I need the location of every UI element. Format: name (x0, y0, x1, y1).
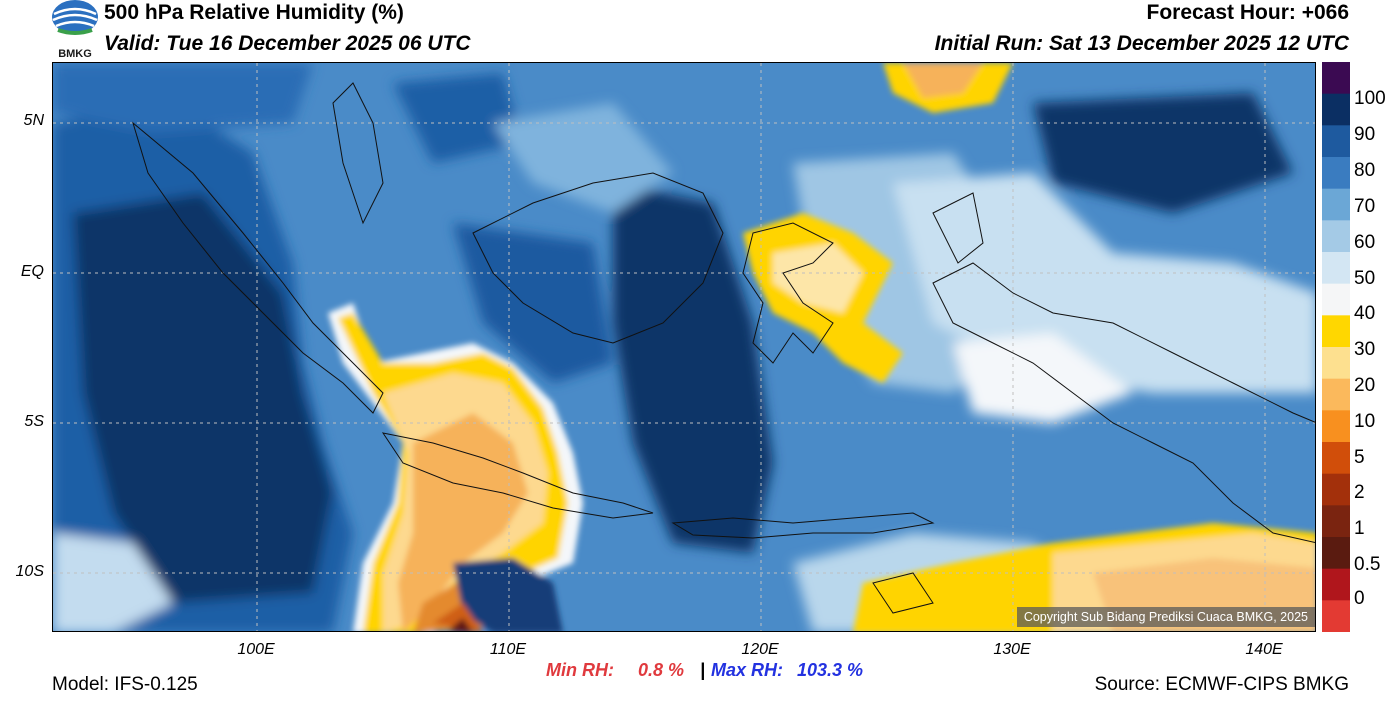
min-rh-label: Min RH: (546, 660, 614, 680)
nusa-tenggara-coast (671, 512, 935, 539)
colorbar-swatch (1322, 378, 1350, 411)
colorbar-swatch (1322, 283, 1350, 316)
colorbar-label-2: 2 (1354, 482, 1365, 503)
colorbar-swatch (1322, 600, 1350, 633)
initial-run: Initial Run: Sat 13 December 2025 12 UTC (934, 32, 1349, 55)
max-rh-value: 103.3 % (797, 660, 864, 680)
stats-separator: | (700, 660, 706, 680)
colorbar-swatch (1322, 252, 1350, 285)
data-source: Source: ECMWF-CIPS BMKG (1094, 674, 1349, 695)
colorbar-swatch (1322, 473, 1350, 506)
colorbar-swatch (1322, 410, 1350, 443)
colorbar-label-100: 100 (1354, 88, 1386, 109)
max-rh-label: Max RH: (711, 660, 784, 680)
colorbar-label-5: 5 (1354, 447, 1365, 468)
colorbar-swatch (1322, 568, 1350, 601)
lat-label-eq: EQ (20, 263, 44, 280)
colorbar-label-0-5: 0.5 (1354, 554, 1381, 575)
colorbar-label-50: 50 (1354, 268, 1376, 289)
min-rh-value: 0.8 % (638, 660, 685, 680)
copyright-note: Copyright Sub Bidang Prediksi Cuaca BMKG… (1016, 607, 1315, 627)
sumatra-coast (132, 121, 384, 414)
colorbar-swatch (1322, 157, 1350, 190)
lon-label-140e: 140E (1245, 641, 1283, 658)
dry-area-northeast (743, 63, 1013, 383)
valid-time: Valid: Tue 16 December 2025 06 UTC (104, 32, 471, 55)
colorbar-swatch (1322, 125, 1350, 158)
java-coast (381, 432, 654, 519)
colorbar-label-40: 40 (1354, 303, 1376, 324)
colorbar-label-60: 60 (1354, 232, 1376, 253)
lon-label-110e: 110E (489, 641, 527, 658)
colorbar-swatch (1322, 315, 1350, 348)
papua-coast (932, 262, 1315, 544)
colorbar-swatch (1322, 220, 1350, 253)
dry-plume-west (328, 303, 583, 631)
lon-label-130e: 130E (993, 641, 1031, 658)
map-title: 500 hPa Relative Humidity (%) (104, 1, 404, 24)
coastlines (132, 82, 1315, 614)
colorbar-label-90: 90 (1354, 124, 1376, 145)
humidity-map-svg (53, 63, 1315, 631)
colorbar-svg (1322, 62, 1350, 633)
borneo-coast (472, 172, 724, 344)
bmkg-logo: BMKG (50, 0, 100, 62)
maluku-coast (932, 192, 984, 264)
lat-label-10s: 10S (15, 563, 44, 580)
colorbar-swatch (1322, 442, 1350, 475)
colorbar-swatch (1322, 62, 1350, 95)
colorbar (1322, 62, 1350, 633)
colorbar-swatch (1322, 537, 1350, 570)
model-name: Model: IFS-0.125 (52, 674, 198, 695)
colorbar-label-30: 30 (1354, 339, 1376, 360)
colorbar-label-70: 70 (1354, 196, 1376, 217)
logo-text: BMKG (58, 48, 92, 60)
colorbar-swatch (1322, 93, 1350, 126)
timor-coast (872, 572, 934, 614)
colorbar-label-1: 1 (1354, 518, 1365, 539)
lat-label-5n: 5N (23, 112, 44, 129)
malay-peninsula-coast (332, 82, 384, 225)
humidity-map (52, 62, 1316, 632)
lon-label-120e: 120E (741, 641, 779, 658)
sulawesi-coast (742, 222, 834, 364)
humidity-field (53, 63, 1315, 631)
colorbar-label-80: 80 (1354, 160, 1376, 181)
colorbar-swatch (1322, 188, 1350, 221)
colorbar-label-0: 0 (1354, 588, 1365, 609)
colorbar-label-20: 20 (1354, 375, 1376, 396)
graticule (53, 63, 1315, 631)
lon-label-100e: 100E (237, 641, 275, 658)
colorbar-swatch (1322, 505, 1350, 538)
lat-label-5s: 5S (24, 413, 44, 430)
forecast-hour: Forecast Hour: +066 (1146, 1, 1350, 24)
colorbar-label-10: 10 (1354, 411, 1376, 432)
colorbar-swatch (1322, 347, 1350, 380)
